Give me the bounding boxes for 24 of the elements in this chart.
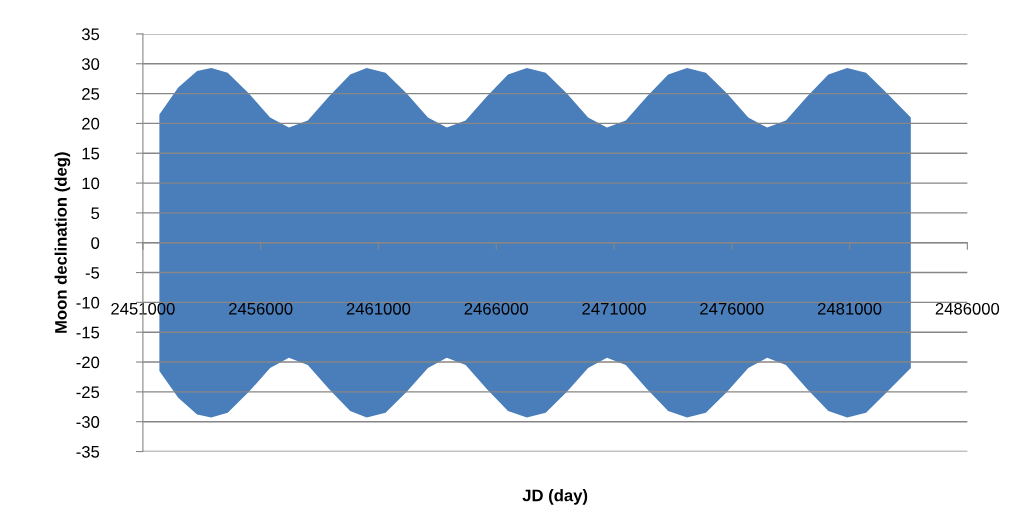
x-axis-title: JD (day) bbox=[522, 489, 588, 505]
x-tick-label: 2481000 bbox=[817, 302, 882, 315]
y-tick-label: -35 bbox=[76, 445, 100, 458]
y-tick-label: 25 bbox=[82, 87, 100, 100]
y-tick-label: -30 bbox=[76, 416, 100, 428]
y-axis-title: Moon declination (deg) bbox=[54, 152, 71, 333]
y-tick-label: -25 bbox=[76, 386, 100, 399]
y-tick-label: 35 bbox=[81, 28, 100, 41]
y-tick-label: -5 bbox=[85, 267, 100, 279]
x-tick-label: 2461000 bbox=[346, 302, 411, 315]
y-tick-label: 30 bbox=[81, 58, 100, 70]
x-tick-label: 2486000 bbox=[935, 302, 1000, 315]
y-tick-label: 5 bbox=[91, 207, 100, 220]
y-tick-label: -15 bbox=[76, 326, 100, 339]
x-tick-label: 2471000 bbox=[582, 302, 646, 315]
y-tick-label: 20 bbox=[82, 117, 100, 130]
x-tick-label: 2466000 bbox=[464, 302, 529, 315]
x-tick-label: 2476000 bbox=[700, 302, 764, 315]
y-tick-label: -10 bbox=[76, 296, 100, 309]
y-tick-label: 10 bbox=[82, 177, 100, 190]
x-tick-label: 2456000 bbox=[229, 302, 293, 315]
y-tick-label: 0 bbox=[91, 237, 100, 249]
y-tick-label: -20 bbox=[76, 356, 100, 369]
y-tick-label: 15 bbox=[82, 147, 100, 160]
